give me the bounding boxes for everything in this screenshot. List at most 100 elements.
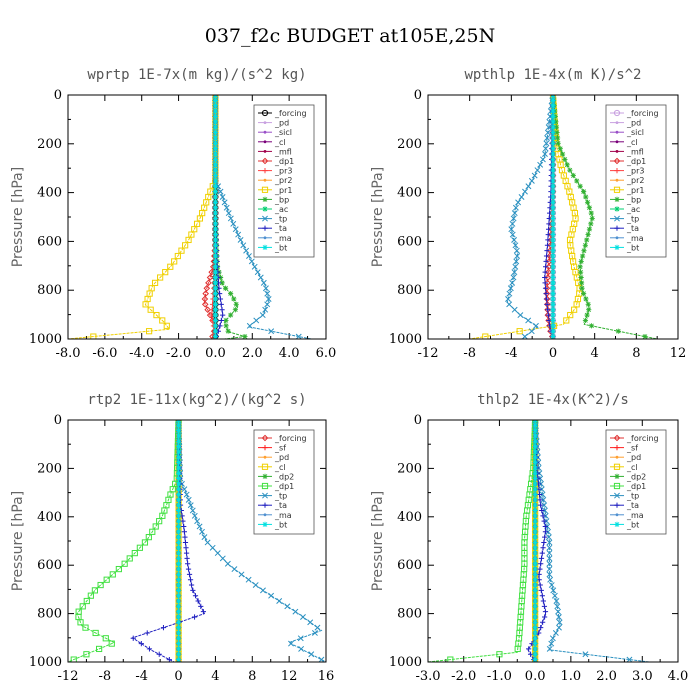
series-marker-dp1 xyxy=(82,624,89,631)
x-tick-label: -12 xyxy=(418,346,439,361)
plot-title: wpthlp 1E-4x(m K)/s^2 xyxy=(464,67,641,83)
series-marker-bt xyxy=(175,656,182,662)
legend-marker xyxy=(613,186,621,193)
series-marker-tp xyxy=(509,220,516,227)
series-marker-pr1 xyxy=(571,306,578,313)
series-marker-pr1 xyxy=(162,269,169,276)
y-tick-label: 200 xyxy=(397,461,422,476)
series-marker-ta xyxy=(539,550,545,556)
series-marker-bt xyxy=(532,635,538,641)
series-marker-bt xyxy=(532,534,538,540)
series-marker-bt xyxy=(212,258,219,265)
series-marker-dp1 xyxy=(83,651,90,658)
legend-marker xyxy=(262,225,268,231)
series-marker-ta xyxy=(545,312,551,318)
y-axis-label: Pressure [hPa] xyxy=(370,491,386,591)
series-group xyxy=(469,95,658,339)
series-marker-ta xyxy=(545,231,551,238)
series-marker-bt xyxy=(550,253,556,259)
legend-marker xyxy=(262,244,268,250)
series-marker-ta xyxy=(544,301,550,307)
x-tick-label: 2.0 xyxy=(596,669,617,684)
series-marker-bp xyxy=(584,237,590,243)
series-marker-dp1 xyxy=(205,279,212,287)
legend-entry: _ta xyxy=(626,501,639,510)
series-marker-tp xyxy=(189,507,196,514)
series-marker-bp xyxy=(588,323,595,329)
series-marker-bt xyxy=(212,156,219,163)
series-marker-dp1 xyxy=(97,581,104,589)
series-marker-ta xyxy=(181,523,187,530)
series-marker-bt xyxy=(175,470,182,476)
series-marker-bp xyxy=(577,264,583,270)
series-marker-bp xyxy=(578,269,584,275)
series-marker-bt xyxy=(212,296,219,302)
series-marker-bt xyxy=(175,497,182,503)
series-marker-bp xyxy=(559,151,566,157)
series-marker-bt xyxy=(550,178,556,184)
series-line-dp1 xyxy=(428,420,536,662)
series-marker-ta xyxy=(542,280,548,286)
series-marker-bt xyxy=(550,199,556,205)
series-marker-bt xyxy=(175,502,182,508)
series-marker-bp xyxy=(579,285,585,291)
series-marker-tp xyxy=(219,555,226,562)
series-marker-tp xyxy=(542,145,549,152)
series-marker-dp1 xyxy=(77,619,84,626)
series-marker-bt xyxy=(550,296,556,302)
series-marker-tp xyxy=(545,124,552,131)
legend-marker xyxy=(263,236,267,240)
series-marker-pr1 xyxy=(205,193,212,201)
legend-entry: _ac xyxy=(626,205,640,214)
series-marker-tp xyxy=(199,528,205,535)
series-marker-tp xyxy=(546,571,553,578)
legend-marker xyxy=(262,473,268,479)
series-marker-bt xyxy=(175,593,182,599)
series-marker-bt xyxy=(550,269,556,275)
series-marker-bt xyxy=(550,307,556,313)
series-marker-ta xyxy=(545,307,551,313)
y-tick-label: 0 xyxy=(54,88,62,103)
series-line-dp1 xyxy=(68,420,180,662)
series-marker-bt xyxy=(212,146,219,152)
series-marker-bt xyxy=(532,587,538,593)
series-marker-bt xyxy=(175,454,182,460)
series-marker-tp xyxy=(264,290,271,297)
series-marker-ta xyxy=(542,609,549,615)
legend-marker xyxy=(262,521,268,527)
series-marker-bt xyxy=(212,194,219,200)
series-marker-tp xyxy=(512,204,519,211)
legend-entry: _ac xyxy=(274,205,288,214)
series-marker-bt xyxy=(532,646,538,652)
series-marker-ta xyxy=(543,264,549,270)
series-marker-ta xyxy=(542,614,548,620)
x-tick-label: 4.0 xyxy=(668,669,689,684)
series-marker-bt xyxy=(175,630,182,636)
series-marker-tp xyxy=(552,630,559,636)
series-marker-bp xyxy=(582,242,588,248)
x-tick-label: 8 xyxy=(248,669,256,684)
series-marker-bt xyxy=(175,475,182,482)
series-marker-bp xyxy=(586,205,593,211)
series-marker-bt xyxy=(532,641,538,647)
y-tick-label: 800 xyxy=(397,283,422,298)
series-marker-tp xyxy=(548,640,555,647)
series-marker-ta xyxy=(182,534,188,540)
series-marker-ta xyxy=(182,539,189,546)
series-marker-bt xyxy=(550,194,556,200)
series-marker-bt xyxy=(550,231,556,238)
series-marker-ta xyxy=(183,545,189,551)
y-tick-label: 200 xyxy=(37,137,62,152)
series-marker-bp xyxy=(223,317,229,324)
series-marker-pr1 xyxy=(174,252,181,260)
series-marker-ta xyxy=(538,502,544,508)
series-marker-dp1 xyxy=(156,518,163,525)
series-marker-bt xyxy=(175,582,182,588)
series-marker-bt xyxy=(212,178,219,184)
series-marker-bt xyxy=(532,491,538,498)
series-marker-bt xyxy=(532,438,538,444)
legend-entry: _mfl xyxy=(274,147,292,156)
series-marker-tp xyxy=(260,587,266,594)
series-marker-ta xyxy=(160,625,167,631)
series-marker-tp xyxy=(546,566,553,573)
